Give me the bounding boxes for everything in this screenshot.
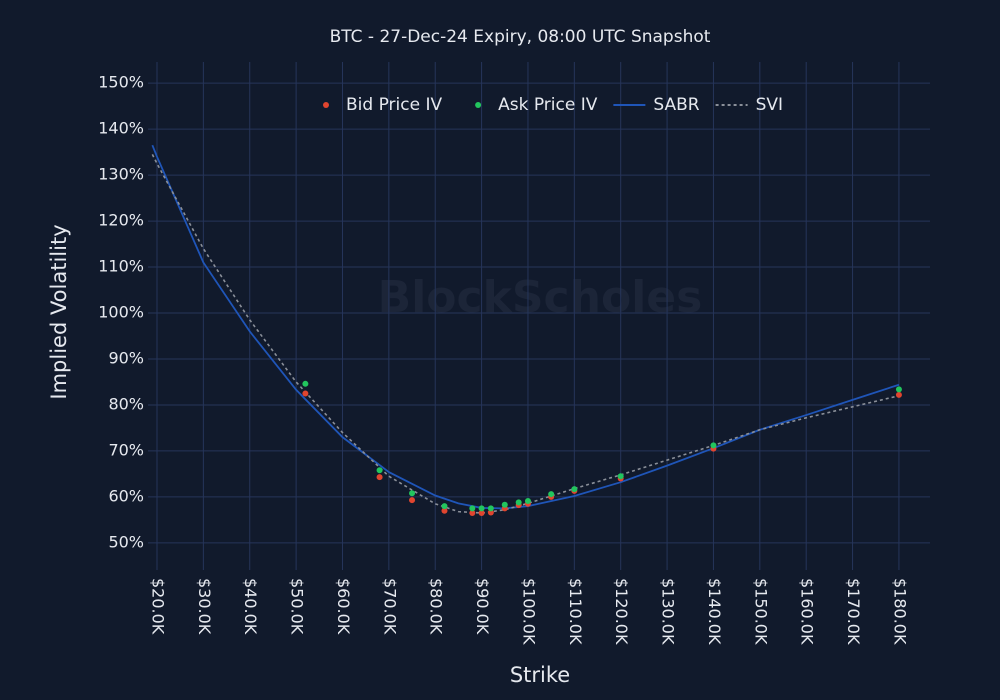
data-point xyxy=(571,486,578,493)
data-point xyxy=(302,390,309,397)
x-tick-label: $20.0K xyxy=(148,578,167,635)
data-point xyxy=(710,442,717,449)
x-tick-label: $90.0K xyxy=(473,578,492,635)
series-line xyxy=(151,154,900,514)
y-tick-label: 100% xyxy=(98,303,144,322)
data-point xyxy=(302,380,309,387)
data-point xyxy=(501,501,508,508)
data-point xyxy=(895,386,902,393)
x-tick-label: $80.0K xyxy=(427,578,446,635)
y-tick-label: 110% xyxy=(98,257,144,276)
data-point xyxy=(548,491,555,498)
y-tick-label: 140% xyxy=(98,119,144,138)
y-tick-label: 150% xyxy=(98,73,144,92)
x-tick-label: $140.0K xyxy=(705,578,724,645)
data-point xyxy=(409,497,416,504)
x-tick-label: $40.0K xyxy=(241,578,260,635)
x-tick-label: $30.0K xyxy=(195,578,214,635)
data-point xyxy=(409,490,416,497)
y-tick-label: 90% xyxy=(108,348,144,367)
data-point xyxy=(469,509,476,516)
legend-marker xyxy=(323,102,329,108)
data-point xyxy=(478,505,485,512)
data-point xyxy=(376,467,383,474)
legend-label: SVI xyxy=(756,95,783,115)
x-tick-label: $110.0K xyxy=(566,578,585,645)
x-tick-label: $170.0K xyxy=(844,578,863,645)
data-point xyxy=(478,509,485,516)
y-tick-label: 120% xyxy=(98,211,144,230)
data-point xyxy=(487,505,494,512)
data-point xyxy=(895,391,902,398)
x-tick-label: $130.0K xyxy=(659,578,678,645)
x-tick-label: $160.0K xyxy=(798,578,817,645)
legend-label: Bid Price IV xyxy=(346,95,442,115)
data-point xyxy=(524,498,531,505)
watermark: BlockScholes xyxy=(378,272,703,323)
y-axis-title: Implied Volatility xyxy=(47,224,71,399)
y-tick-label: 60% xyxy=(108,486,144,505)
x-tick-label: $70.0K xyxy=(380,578,399,635)
data-point xyxy=(515,499,522,506)
data-point xyxy=(617,473,624,480)
grid xyxy=(148,62,930,570)
data-point xyxy=(441,507,448,514)
y-tick-label: 130% xyxy=(98,165,144,184)
data-point xyxy=(441,503,448,510)
data-point xyxy=(469,505,476,512)
x-tick-label: $50.0K xyxy=(288,578,307,635)
x-tick-label: $60.0K xyxy=(334,578,353,635)
x-axis-title: Strike xyxy=(510,663,570,687)
legend-label: Ask Price IV xyxy=(498,95,598,115)
x-tick-label: $180.0K xyxy=(890,578,909,645)
y-tick-label: 70% xyxy=(108,440,144,459)
legend-label: SABR xyxy=(653,95,699,115)
data-point xyxy=(376,474,383,481)
data-point xyxy=(487,509,494,516)
chart-title: BTC - 27-Dec-24 Expiry, 08:00 UTC Snapsh… xyxy=(330,27,711,47)
y-tick-label: 50% xyxy=(108,532,144,551)
legend-marker xyxy=(475,102,482,108)
x-tick-label: $150.0K xyxy=(751,578,770,645)
x-tick-label: $120.0K xyxy=(612,578,631,645)
y-tick-label: 80% xyxy=(108,394,144,413)
x-tick-label: $100.0K xyxy=(519,578,538,645)
